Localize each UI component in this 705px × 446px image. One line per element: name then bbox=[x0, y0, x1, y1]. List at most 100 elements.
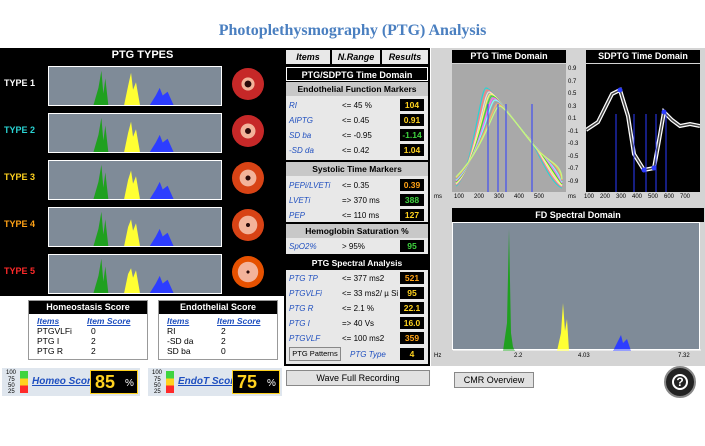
ptg-type-row[interactable]: TYPE 4 bbox=[0, 203, 285, 249]
axis-tick: 600 bbox=[664, 194, 675, 200]
homeo-score-link[interactable]: Homeo Score bbox=[32, 376, 97, 387]
sdptg-td-title: SDPTG Time Domain bbox=[586, 50, 700, 63]
marker-row: RI <= 45 % 104 bbox=[286, 98, 428, 113]
item-score: 2 bbox=[221, 326, 226, 336]
spectrum-blue bbox=[149, 134, 174, 152]
marker-row: SpO2% > 95% 95 bbox=[286, 239, 428, 254]
ptg-type-row[interactable]: TYPE 3 bbox=[0, 156, 285, 202]
type-spectrum-svg bbox=[93, 211, 174, 246]
marker-row: PEPi/LVETi <= 0.35 0.39 bbox=[286, 178, 428, 193]
endot-gauge: 100 75 50 25 bbox=[152, 370, 176, 395]
hemoglobin-section: Hemoglobin Saturation % SpO2% > 95% 95 bbox=[286, 224, 428, 254]
gauge-bar bbox=[20, 371, 28, 393]
marker-value: 359 bbox=[400, 332, 424, 344]
marker-row: PEP <= 110 ms 127 bbox=[286, 208, 428, 223]
type-label: TYPE 1 bbox=[4, 78, 36, 88]
endot-score-link[interactable]: EndoT Score bbox=[178, 376, 240, 387]
ptg-type-row[interactable]: TYPE 1 bbox=[0, 62, 285, 108]
item-name: RI bbox=[167, 326, 176, 336]
ptg-waveform bbox=[455, 93, 563, 186]
spectrum-green bbox=[93, 258, 109, 293]
type-spectrum-svg bbox=[93, 164, 174, 199]
ptg-td-plot bbox=[455, 87, 563, 192]
col-item-score: Item Score bbox=[87, 316, 131, 326]
ptg-types-panel: PTG TYPES TYPE 1 TYPE 2 TY bbox=[0, 48, 285, 296]
marker-value: 388 bbox=[400, 194, 424, 206]
marker-row: PTG R <= 2.1 % 22.1 bbox=[286, 301, 428, 316]
help-icon[interactable]: ? bbox=[664, 366, 696, 398]
spectrum-blue bbox=[149, 181, 174, 199]
ptg-waveform bbox=[455, 91, 563, 187]
ptg-waveform bbox=[455, 87, 563, 189]
tab-bar: Items N.Range Results bbox=[286, 50, 428, 64]
tab-n-range[interactable]: N.Range bbox=[332, 50, 380, 64]
marker-range: <= 0.45 bbox=[342, 116, 370, 125]
type-spectrum-svg bbox=[93, 70, 174, 105]
axis-tick: 0.7 bbox=[568, 78, 577, 85]
marker-label: PEPi/LVETi bbox=[289, 181, 331, 190]
ptg-patterns-button[interactable]: PTG Patterns bbox=[289, 347, 341, 361]
fd-title: FD Spectral Domain bbox=[452, 208, 704, 222]
marker-label: LVETi bbox=[289, 196, 311, 205]
axis-tick: 400 bbox=[632, 194, 643, 200]
item-name: PTGVLFi bbox=[37, 326, 72, 336]
tab-items[interactable]: Items bbox=[286, 50, 330, 64]
item-score: 2 bbox=[91, 336, 96, 346]
endothelial-panel: Endothelial Score Items Item Score RI 2 … bbox=[158, 300, 278, 360]
axis-tick: ms bbox=[568, 194, 576, 200]
fd-chart bbox=[452, 222, 701, 351]
marker-range: > 95% bbox=[342, 242, 365, 251]
marker-label: PTG TP bbox=[289, 274, 318, 283]
vessel-plaque-icon bbox=[232, 209, 264, 241]
marker-label: PTGVLF bbox=[289, 334, 321, 343]
marker-value: 95 bbox=[400, 240, 424, 252]
homeostasis-panel: Homeostasis Score Items Item Score PTGVL… bbox=[28, 300, 148, 360]
spectrum-yellow bbox=[124, 72, 140, 105]
spectral-section: PTG Spectral Analysis PTG TP <= 377 ms2 … bbox=[286, 256, 428, 364]
marker-value: -1.14 bbox=[400, 129, 424, 141]
ptg-td-xaxis: ms 100 200 300 400 500 bbox=[434, 193, 566, 203]
axis-tick: 2.2 bbox=[514, 353, 523, 359]
spectrum-blue bbox=[149, 275, 174, 293]
ptg-td-chart bbox=[452, 64, 566, 192]
axis-tick: Hz bbox=[434, 353, 442, 359]
type-spectrum-plot bbox=[48, 207, 222, 247]
section-title: PTG Spectral Analysis bbox=[286, 256, 428, 270]
marker-value: 22.1 bbox=[400, 302, 424, 314]
marker-value: 127 bbox=[400, 209, 424, 221]
cmr-overview-button[interactable]: CMR Overview bbox=[454, 372, 534, 388]
ptg-type-row[interactable]: TYPE 5 bbox=[0, 250, 285, 296]
marker-range: <= 0.42 bbox=[342, 146, 370, 155]
wave-full-recording-button[interactable]: Wave Full Recording bbox=[286, 370, 430, 386]
spectrum-green bbox=[93, 211, 109, 246]
type-label: TYPE 4 bbox=[4, 219, 36, 229]
ptg-td-title: PTG Time Domain bbox=[452, 50, 566, 63]
marker-row: LVETi => 370 ms 388 bbox=[286, 193, 428, 208]
spectrum-yellow bbox=[124, 170, 140, 199]
score-row: SD ba 0 bbox=[165, 346, 273, 356]
fd-blue-peak bbox=[613, 335, 631, 351]
ptg-type-value: 4 bbox=[400, 348, 424, 360]
marker-value: 104 bbox=[400, 99, 424, 111]
item-score: 0 bbox=[91, 326, 96, 336]
homeo-score-value: 85 % bbox=[90, 370, 138, 394]
endot-score-value: 75 % bbox=[232, 370, 280, 394]
marker-label: PTG I bbox=[289, 319, 310, 328]
type-spectrum-svg bbox=[93, 117, 174, 152]
vessel-narrow-icon bbox=[232, 115, 264, 147]
homeo-score-box: 100 75 50 25 Homeo Score 85 % bbox=[2, 368, 140, 396]
score-row: PTGVLFi 0 bbox=[35, 326, 143, 336]
item-name: PTG R bbox=[37, 346, 63, 356]
marker-label: PTGVLFi bbox=[289, 289, 322, 298]
marker-label: -SD da bbox=[289, 146, 314, 155]
marker-row: PTG I => 40 Vs 16.0 bbox=[286, 316, 428, 331]
tab-results[interactable]: Results bbox=[382, 50, 428, 64]
ptg-waveform bbox=[455, 95, 563, 185]
section-title: Systolic Time Markers bbox=[286, 162, 428, 176]
ptg-type-row[interactable]: TYPE 2 bbox=[0, 109, 285, 155]
axis-tick: -0.1 bbox=[568, 128, 579, 135]
marker-range: => 40 Vs bbox=[342, 319, 375, 328]
spectrum-yellow bbox=[124, 268, 140, 293]
marker-label: SD ba bbox=[289, 131, 312, 140]
axis-tick: 300 bbox=[616, 194, 627, 200]
